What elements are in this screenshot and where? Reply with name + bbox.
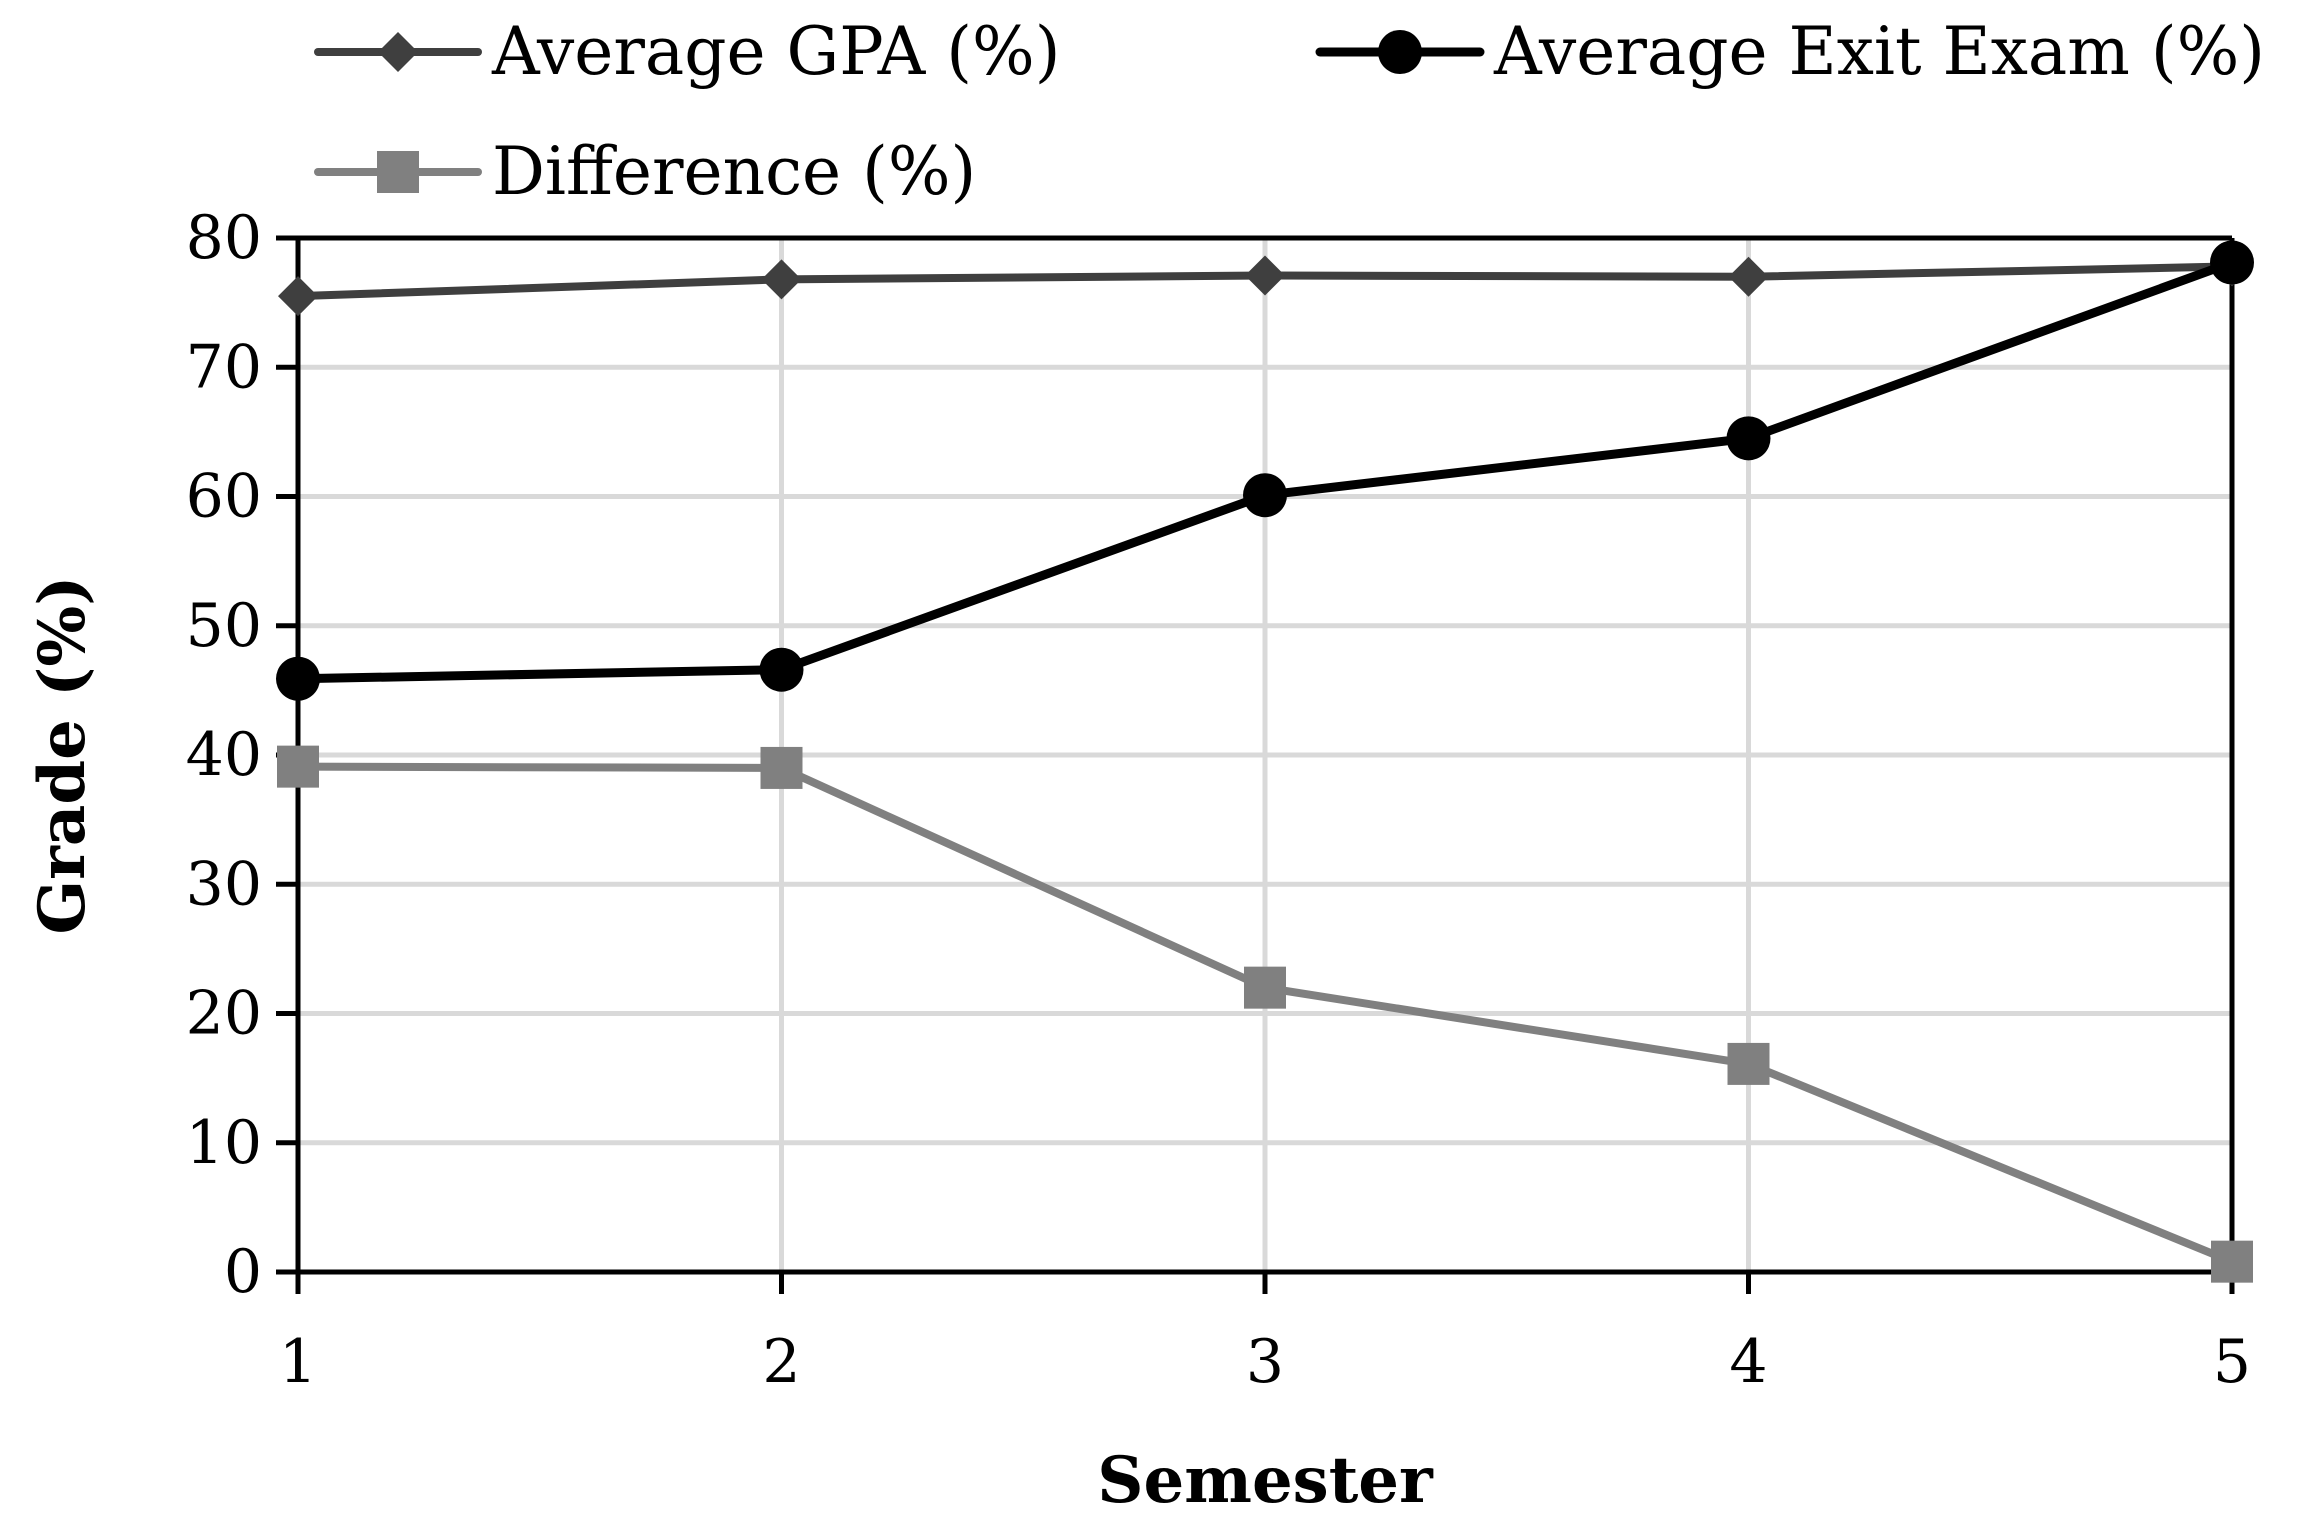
x-tick-label: 4: [1729, 1327, 1767, 1397]
y-tick-label: 80: [186, 203, 262, 273]
data-point-average-gpa: [1245, 255, 1285, 296]
data-point-average-exit-exam: [1726, 416, 1771, 461]
x-tick-label: 2: [762, 1327, 800, 1397]
data-point-difference: [1727, 1042, 1770, 1085]
data-point-average-exit-exam: [276, 656, 320, 701]
y-axis-ticks: 0 10 20 30 40 50 60 70 80: [186, 203, 298, 1307]
y-tick-label: 70: [186, 332, 262, 402]
x-tick-label: 5: [2213, 1327, 2251, 1397]
y-tick-label: 10: [186, 1108, 262, 1178]
data-point-average-gpa: [761, 259, 802, 300]
x-tick-label: 1: [279, 1327, 317, 1397]
data-point-average-exit-exam: [759, 647, 804, 692]
data-point-difference: [760, 746, 803, 789]
y-tick-label: 50: [186, 591, 262, 661]
legend-label: Difference (%): [492, 133, 976, 210]
series-average-exit-exam: [276, 240, 2254, 701]
y-tick-label: 20: [186, 979, 262, 1049]
data-point-average-gpa: [1728, 256, 1769, 297]
y-tick-label: 0: [224, 1237, 262, 1307]
data-point-difference: [277, 745, 319, 788]
legend: Average GPA (%) Average Exit Exam (%) Diff…: [314, 13, 2265, 210]
data-point-difference: [2211, 1240, 2253, 1283]
legend-swatch-marker: [377, 151, 419, 193]
legend-label: Average GPA (%): [491, 13, 1060, 90]
y-tick-label: 60: [186, 462, 262, 532]
data-point-average-gpa: [278, 276, 318, 317]
x-axis-ticks: 1 2 3 4 5: [279, 1272, 2251, 1397]
legend-item-average-exit-exam: Average Exit Exam (%): [1315, 13, 2265, 90]
series-group: [276, 240, 2254, 1283]
legend-swatch-marker: [1378, 30, 1422, 74]
legend-label: Average Exit Exam (%): [1493, 13, 2265, 90]
legend-item-difference: Difference (%): [314, 133, 976, 210]
data-point-difference: [1244, 966, 1286, 1009]
y-axis-title: Grade (%): [25, 576, 100, 935]
legend-item-average-gpa: Average GPA (%): [314, 13, 1060, 90]
data-point-average-exit-exam: [2210, 240, 2254, 285]
x-tick-label: 3: [1246, 1327, 1284, 1397]
y-tick-label: 30: [186, 849, 262, 919]
data-point-average-exit-exam: [1243, 473, 1287, 518]
y-tick-label: 40: [186, 720, 262, 790]
legend-swatch-marker: [378, 32, 418, 72]
series-difference: [277, 745, 2253, 1283]
x-axis-title: Semester: [1097, 1443, 1434, 1518]
